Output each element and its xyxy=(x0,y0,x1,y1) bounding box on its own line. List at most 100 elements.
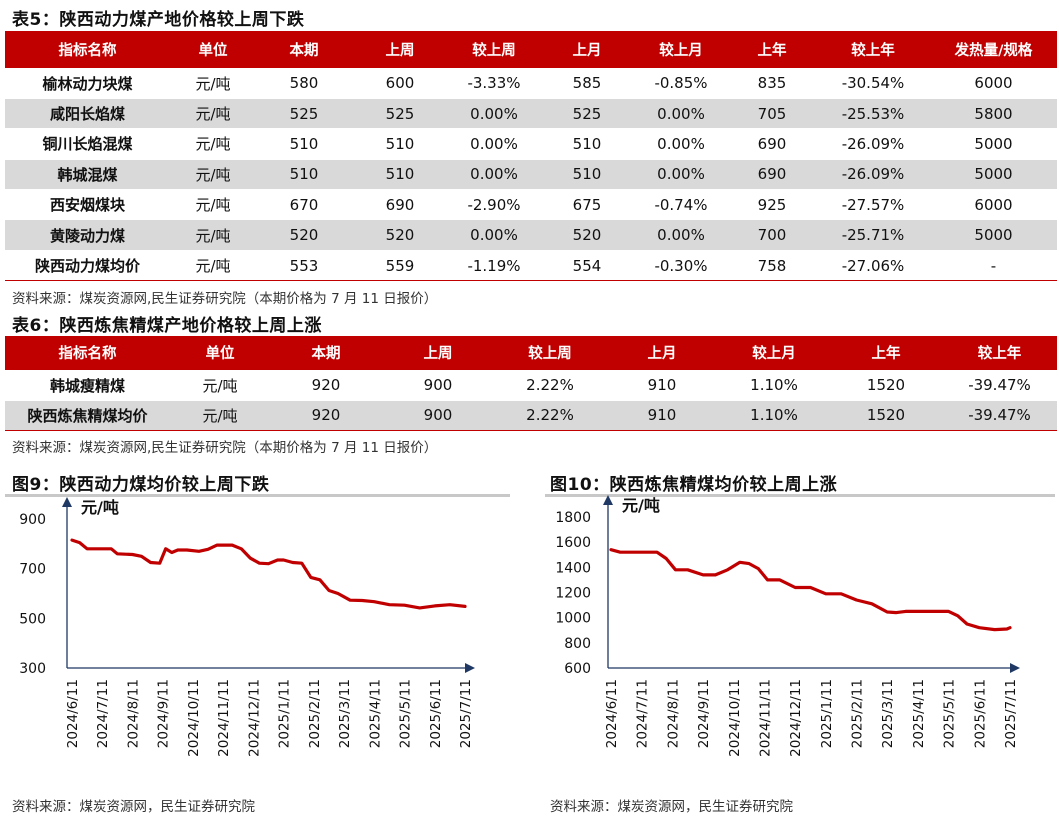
y-axis-unit-label: 元/吨 xyxy=(622,496,660,515)
table-cell: -27.57% xyxy=(841,195,905,214)
table-row: 韩城瘦精煤 元/吨 920 900 2.22% 910 1.10% 1520 -39.47% xyxy=(5,370,1057,400)
table-cell: 925 xyxy=(757,195,787,214)
table-cell: - xyxy=(990,256,997,275)
y-tick-label: 800 xyxy=(564,636,591,652)
table-cell: 元/吨 xyxy=(195,135,231,154)
x-tick-label: 2024/10/11 xyxy=(186,679,202,757)
table-cell: 2.22% xyxy=(526,376,574,394)
x-tick-label: 2025/1/11 xyxy=(277,679,293,748)
x-tick-label: 2025/5/11 xyxy=(398,679,414,748)
table-cell: 705 xyxy=(728,98,816,129)
table-cell: 580 xyxy=(289,74,319,93)
y-tick-label: 1600 xyxy=(555,535,591,551)
table-cell: 910 xyxy=(647,376,677,394)
table-cell: 元/吨 xyxy=(195,196,231,215)
x-tick-label: 2025/6/11 xyxy=(972,679,988,748)
table-row: 陕西动力煤均价 元/吨 553 559 -1.19% 554 -0.30% 758 -27.06… xyxy=(5,250,1057,281)
row-name-cell: 榆林动力块煤 xyxy=(42,74,133,93)
table-cell: 元/吨 xyxy=(170,159,256,190)
table-cell: 0.00% xyxy=(448,219,540,251)
table-cell: 0.00% xyxy=(448,159,540,190)
row-name-cell: 黄陵动力煤 xyxy=(5,219,170,251)
x-tick-label: 2024/6/11 xyxy=(604,679,620,748)
row-name-cell: 西安烟煤块 xyxy=(49,196,125,215)
table-cell: 835 xyxy=(757,74,787,93)
table-cell: 525 xyxy=(540,98,634,129)
table-cell: 510 xyxy=(385,134,415,153)
table-cell: 920 xyxy=(311,376,341,394)
fig9-title: 图9：陕西动力煤均价较上周下跌 xyxy=(12,475,270,495)
row-name-cell: 陕西动力煤均价 xyxy=(34,257,140,276)
table-cell: -25.71% xyxy=(816,219,930,251)
header-cell: 较上周 xyxy=(494,336,606,370)
table-cell: 2.22% xyxy=(494,400,606,430)
table-cell: -30.54% xyxy=(841,74,905,93)
table-cell: 700 xyxy=(728,219,816,251)
table-row: 咸阳长焰煤 元/吨 525 525 0.00% 525 0.00% 705 -25.53% 580… xyxy=(5,98,1057,129)
table-cell: 5000 xyxy=(930,219,1057,251)
x-tick-label: 2025/7/11 xyxy=(1003,679,1019,748)
x-tick-label: 2024/11/11 xyxy=(216,679,232,757)
table-cell: 0.00% xyxy=(634,98,728,129)
header-cell: 发热量/规格 xyxy=(930,31,1057,68)
y-tick-label: 700 xyxy=(19,562,46,578)
table-cell: 520 xyxy=(540,219,634,251)
table5-title: 表5：陕西动力煤产地价格较上周下跌 xyxy=(12,10,305,30)
table-cell: -25.53% xyxy=(816,98,930,129)
fig10-title-rule xyxy=(545,494,1055,497)
header-cell: 上年 xyxy=(728,31,816,68)
row-name-cell: 陕西炼焦精煤均价 xyxy=(5,400,170,430)
table-cell: 675 xyxy=(572,195,602,214)
fig9-chart: 300 500 700 900 元/吨 2024/6/11 2024/7/11 2024/8/… xyxy=(19,497,475,757)
table-cell: 元/吨 xyxy=(170,98,256,129)
x-tick-label: 2025/4/11 xyxy=(911,679,927,748)
x-tick-label: 2024/9/11 xyxy=(696,679,712,748)
table-row: 铜川长焰混煤 元/吨 510 510 0.00% 510 0.00% 690 -26.09% 50… xyxy=(5,128,1057,159)
table-row: 陕西炼焦精煤均价 元/吨 920 900 2.22% 910 1.10% 1520 -39.47… xyxy=(5,400,1057,430)
table-cell: 元/吨 xyxy=(195,257,231,276)
table-cell: 1520 xyxy=(830,400,942,430)
table-cell: 1520 xyxy=(866,376,906,394)
fig9-title-rule xyxy=(5,494,510,497)
x-tick-label: 2025/7/11 xyxy=(458,679,474,748)
header-cell: 本期 xyxy=(270,336,382,370)
y-tick-label: 1200 xyxy=(555,586,591,602)
table-cell: 6000 xyxy=(974,195,1013,214)
x-tick-label: 2025/2/11 xyxy=(307,679,323,748)
table-cell: 0.00% xyxy=(470,134,518,153)
x-tick-label: 2024/12/11 xyxy=(788,679,804,757)
table-cell: 554 xyxy=(572,256,602,275)
x-tick-label: 2024/10/11 xyxy=(727,679,743,757)
x-tick-label: 2024/12/11 xyxy=(246,679,262,757)
x-tick-label: 2025/3/11 xyxy=(337,679,353,748)
table-cell: 元/吨 xyxy=(170,219,256,251)
table-cell: -2.90% xyxy=(467,195,521,214)
header-cell: 较上年 xyxy=(942,336,1057,370)
x-tick-label: 2024/7/11 xyxy=(95,679,111,748)
table-cell: 510 xyxy=(256,159,352,190)
header-cell: 指标名称 xyxy=(5,31,170,68)
table6: 指标名称 单位 本期 上周 较上周 上月 较上月 上年 较上年 韩城瘦精煤 元/吨… xyxy=(5,336,1057,431)
table-cell: 600 xyxy=(385,74,415,93)
header-cell: 本期 xyxy=(256,31,352,68)
table-cell: 670 xyxy=(289,195,319,214)
table-cell: 0.00% xyxy=(657,134,705,153)
table-cell: -26.09% xyxy=(841,134,905,153)
table-cell: -0.85% xyxy=(654,74,708,93)
table-cell: 元/吨 xyxy=(170,400,270,430)
series-line xyxy=(70,538,467,610)
x-tick-label: 2024/8/11 xyxy=(125,679,141,748)
y-axis-unit-label: 元/吨 xyxy=(81,498,119,517)
header-cell: 上年 xyxy=(830,336,942,370)
table6-source: 资料来源：煤炭资源网,民生证券研究院（本期价格为 7 月 11 日报价） xyxy=(12,440,438,456)
table-cell: 5000 xyxy=(930,159,1057,190)
x-tick-label: 2025/4/11 xyxy=(367,679,383,748)
x-tick-label: 2024/7/11 xyxy=(635,679,651,748)
row-name-cell: 铜川长焰混煤 xyxy=(42,135,133,154)
y-tick-label: 500 xyxy=(19,611,46,627)
x-tick-label: 2025/6/11 xyxy=(428,679,444,748)
table-cell: 5800 xyxy=(930,98,1057,129)
header-cell: 上月 xyxy=(606,336,718,370)
fig10-source: 资料来源：煤炭资源网，民生证券研究院 xyxy=(550,799,793,815)
header-cell: 较上月 xyxy=(634,31,728,68)
